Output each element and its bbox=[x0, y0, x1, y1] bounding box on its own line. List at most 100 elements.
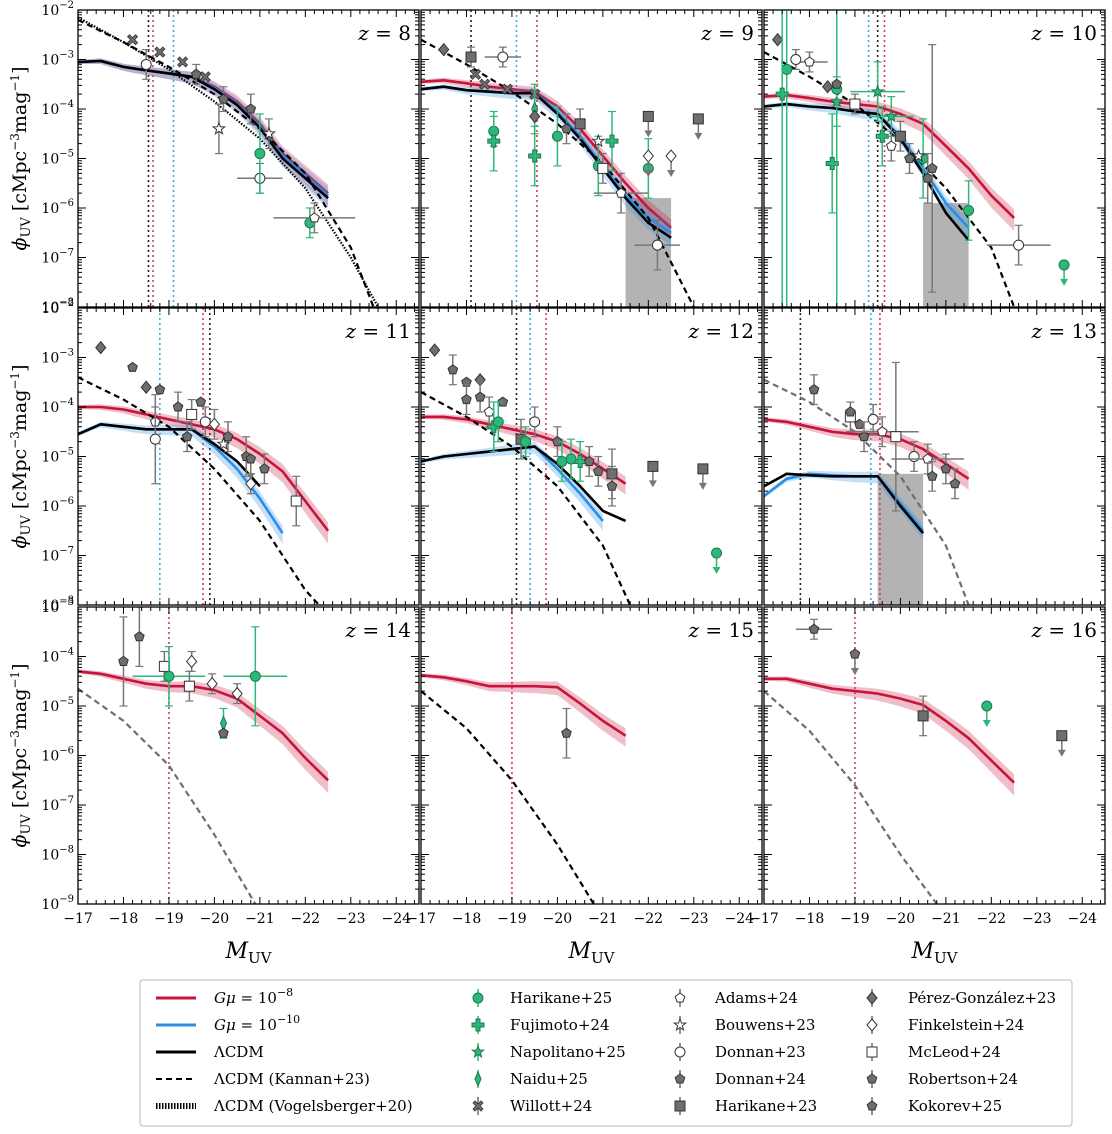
x-tick-label: −24 bbox=[1067, 911, 1097, 927]
data-point bbox=[154, 384, 166, 395]
series-line bbox=[78, 670, 330, 782]
y-tick-label: 10−6 bbox=[41, 746, 74, 765]
upper-limit-arrow bbox=[698, 482, 707, 490]
series-line bbox=[78, 376, 320, 605]
x-tick-label: −17 bbox=[406, 911, 436, 927]
series-line bbox=[421, 690, 595, 904]
data-point bbox=[529, 109, 541, 124]
data-point bbox=[195, 396, 207, 407]
data-point bbox=[642, 110, 654, 122]
data-point bbox=[438, 42, 450, 57]
data-point bbox=[245, 453, 257, 464]
legend-label: Finkelstein+24 bbox=[908, 1016, 1024, 1034]
data-point bbox=[492, 416, 504, 428]
redshift-label: z = 9 bbox=[700, 21, 754, 45]
data-point bbox=[940, 463, 952, 474]
series-line bbox=[78, 16, 380, 307]
y-tick-label: 10−4 bbox=[41, 647, 74, 666]
data-point bbox=[461, 393, 472, 405]
data-point bbox=[775, 87, 789, 101]
data-point bbox=[309, 212, 320, 223]
series-line bbox=[421, 445, 627, 523]
data-point bbox=[911, 148, 926, 163]
panel-z15: −17 −18 −19 −20 −21 −22 −23 −24 z = 15 bbox=[406, 606, 763, 927]
data-point bbox=[574, 118, 586, 130]
data-point bbox=[642, 149, 654, 163]
y-tick-label: 10−4 bbox=[41, 99, 74, 118]
x-axis-label: MUV bbox=[910, 939, 958, 967]
upper-limit-arrow bbox=[982, 720, 991, 727]
legend-marker bbox=[866, 1100, 878, 1111]
data-point bbox=[181, 431, 193, 442]
plot-area bbox=[421, 607, 627, 904]
x-tick-label: −18 bbox=[452, 911, 482, 927]
y-tick-label: 10−8 bbox=[41, 595, 74, 614]
legend-marker bbox=[866, 1046, 878, 1058]
upper-limit-arrow bbox=[644, 170, 653, 178]
data-point bbox=[597, 162, 609, 174]
data-point bbox=[808, 623, 820, 634]
data-point bbox=[95, 340, 107, 355]
data-point bbox=[808, 384, 820, 395]
data-point bbox=[163, 670, 175, 682]
series-line bbox=[421, 85, 672, 239]
data-point bbox=[692, 113, 704, 125]
redshift-label: z = 16 bbox=[1031, 618, 1097, 642]
x-tick-label: −20 bbox=[543, 911, 573, 927]
legend-marker bbox=[471, 1018, 485, 1032]
data-point bbox=[605, 134, 619, 148]
upper-limit-arrow bbox=[850, 668, 859, 676]
data-point bbox=[771, 32, 784, 47]
legend-label: Bouwens+23 bbox=[715, 1016, 815, 1034]
legend-label: Robertson+24 bbox=[908, 1070, 1018, 1088]
series-line bbox=[78, 18, 375, 307]
data-point bbox=[591, 133, 606, 148]
data-point bbox=[447, 364, 459, 375]
series-line bbox=[78, 687, 257, 904]
data-point bbox=[867, 413, 879, 425]
series-line bbox=[764, 418, 970, 480]
legend-label: Napolitano+25 bbox=[510, 1043, 626, 1061]
data-point bbox=[926, 470, 938, 481]
panel-z12: z = 12 bbox=[420, 307, 763, 606]
data-point bbox=[218, 93, 229, 104]
data-point bbox=[825, 156, 839, 170]
data-point bbox=[647, 460, 659, 472]
data-point bbox=[849, 98, 861, 110]
data-point bbox=[249, 670, 261, 682]
upper-limit-arrow bbox=[1057, 749, 1066, 757]
legend-vogels-label: ΛCDM (Vogelsberger+20) bbox=[213, 1097, 413, 1115]
legend-marker bbox=[674, 1046, 686, 1058]
legend-label: Pérez-González+23 bbox=[908, 989, 1056, 1007]
y-tick-label: 10−8 bbox=[41, 845, 74, 864]
data-point bbox=[1013, 239, 1025, 251]
data-point bbox=[908, 451, 920, 462]
legend-marker bbox=[672, 1017, 688, 1032]
data-point bbox=[904, 152, 915, 163]
data-point bbox=[528, 149, 542, 163]
plot-area bbox=[421, 308, 723, 605]
legend-lcdm-label: ΛCDM bbox=[213, 1043, 264, 1061]
model-band bbox=[764, 676, 1015, 796]
data-point bbox=[894, 130, 906, 142]
y-tick-label: 10−2 bbox=[41, 298, 74, 317]
panel-frame bbox=[77, 9, 420, 308]
legend-marker bbox=[866, 991, 878, 1005]
upper-limit-arrow bbox=[694, 132, 703, 140]
legend-gmu10-label: Gμ = 10−10 bbox=[214, 1013, 300, 1034]
y-tick-label: 10−6 bbox=[41, 496, 74, 515]
data-point bbox=[127, 361, 138, 372]
panel-z11: 10−8 10−7 10−6 10−5 10−4 10−3 10−2 z = 11 bbox=[41, 298, 420, 614]
data-point bbox=[208, 417, 221, 432]
legend-label: Donnan+24 bbox=[715, 1070, 806, 1088]
data-point bbox=[222, 431, 234, 442]
data-point bbox=[474, 391, 486, 402]
model-band bbox=[78, 421, 283, 545]
data-point bbox=[665, 149, 677, 163]
data-point bbox=[177, 56, 189, 68]
data-point bbox=[822, 79, 834, 94]
data-point bbox=[218, 727, 229, 738]
plot-area bbox=[421, 10, 704, 307]
panel-z8: 10−8 10−7 10−6 10−5 10−4 10−3 10−2 z = 8 bbox=[41, 0, 420, 316]
panel-z16: −17 −18 −19 −20 −21 −22 −23 −24 z = 16 bbox=[749, 606, 1106, 927]
